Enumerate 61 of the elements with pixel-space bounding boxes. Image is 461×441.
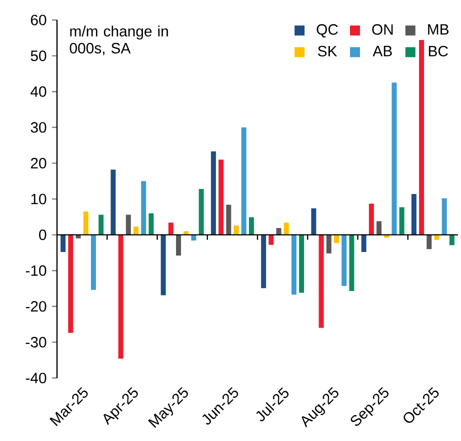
y-tick-label: 30	[30, 122, 46, 133]
bar	[291, 234, 296, 295]
bar	[376, 221, 382, 235]
bar	[218, 160, 224, 235]
bar	[118, 234, 124, 359]
bar	[349, 234, 354, 292]
bar	[241, 127, 246, 235]
bar	[334, 234, 339, 244]
bar	[318, 234, 324, 328]
bar	[68, 234, 74, 333]
bar	[98, 214, 104, 235]
bar	[268, 234, 274, 245]
bar	[299, 234, 304, 293]
bar	[361, 234, 366, 252]
bar	[148, 213, 154, 235]
bar	[342, 234, 347, 286]
y-tick-label: -40	[26, 372, 46, 384]
bar	[411, 194, 416, 235]
bar	[210, 151, 216, 235]
bar	[248, 217, 254, 235]
bar	[392, 82, 397, 235]
y-tick-label: 20	[30, 158, 46, 168]
bar	[419, 40, 424, 235]
bar	[126, 214, 131, 235]
bar	[160, 234, 166, 296]
bar	[434, 234, 440, 240]
bar	[442, 198, 447, 235]
bar	[110, 170, 116, 235]
legend-label: ON	[372, 24, 393, 35]
annotation: m/m change in 000s, SA	[70, 26, 168, 56]
y-tick-label: -30	[26, 336, 46, 348]
y-tick-label: 10	[31, 194, 46, 204]
bar	[141, 181, 146, 235]
bar	[326, 234, 332, 254]
legend-label: MB	[428, 24, 449, 35]
bar	[226, 204, 232, 235]
y-tick-label: 60	[30, 14, 46, 26]
bar	[168, 222, 174, 235]
bar	[90, 234, 96, 290]
bar	[284, 222, 289, 235]
bar	[176, 234, 182, 256]
bar	[261, 234, 266, 288]
bar	[368, 204, 374, 235]
bar	[198, 188, 204, 235]
y-tick-label: -10	[26, 265, 46, 276]
bar	[311, 208, 316, 235]
y-tick-label: 50	[30, 50, 46, 62]
legend-label: QC	[316, 24, 338, 38]
bar	[83, 212, 88, 235]
legend-label: SK	[318, 46, 338, 56]
bar	[426, 234, 432, 250]
bar	[234, 225, 239, 235]
y-tick-label: 40	[30, 86, 46, 97]
bar	[399, 207, 404, 235]
y-tick-label: -20	[26, 301, 46, 312]
bar	[60, 234, 66, 252]
legend-label: AB	[372, 46, 392, 56]
y-tick-label: 0	[39, 230, 46, 240]
legend-label: BC	[428, 46, 448, 56]
bar	[449, 234, 454, 246]
bar	[133, 226, 138, 235]
